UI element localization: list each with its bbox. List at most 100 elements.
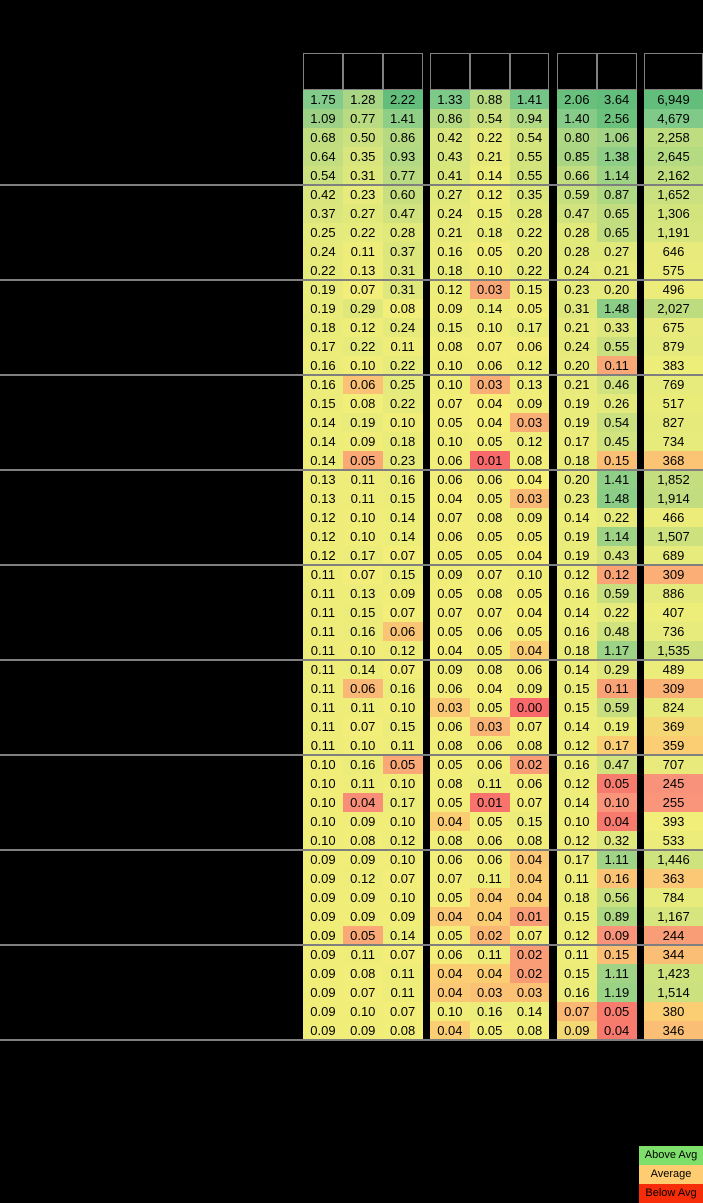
heat-cell[interactable]: 0.03 (429, 698, 470, 717)
heat-cell[interactable]: 0.09 (342, 907, 383, 926)
heat-cell[interactable]: 0.04 (429, 489, 470, 508)
heat-cell[interactable]: 0.93 (382, 147, 423, 166)
heat-cell[interactable]: 0.27 (342, 204, 383, 223)
table-row[interactable]: 0.14 0.09 0.18 0.10 0.05 0.12 0.17 0.45 734 (303, 432, 703, 451)
heat-cell[interactable]: 0.41 (429, 166, 470, 185)
heat-cell[interactable]: 0.04 (509, 470, 550, 489)
heat-cell[interactable]: 0.05 (429, 584, 470, 603)
heat-cell[interactable]: 0.10 (342, 356, 383, 375)
heat-cell[interactable]: 0.10 (469, 261, 510, 280)
heat-cell[interactable]: 1.19 (596, 983, 637, 1002)
heat-cell[interactable]: 0.10 (382, 888, 423, 907)
heat-cell[interactable]: 0.54 (509, 128, 550, 147)
heat-cell[interactable]: 0.09 (429, 565, 470, 584)
heat-cell[interactable]: 0.05 (469, 546, 510, 565)
heat-cell[interactable]: 0.09 (342, 1021, 383, 1040)
heat-cell[interactable]: 0.11 (342, 242, 383, 261)
heat-cell[interactable]: 0.07 (342, 983, 383, 1002)
table-row[interactable]: 0.09 0.09 0.10 0.05 0.04 0.04 0.18 0.56 784 (303, 888, 703, 907)
heat-cell[interactable]: 1.11 (596, 964, 637, 983)
heat-cell[interactable]: 0.10 (342, 736, 383, 755)
heat-cell[interactable]: 0.11 (469, 774, 510, 793)
total-cell[interactable]: 466 (643, 508, 703, 527)
heat-cell[interactable]: 0.21 (429, 223, 470, 242)
heat-cell[interactable]: 0.23 (556, 280, 597, 299)
heat-cell[interactable]: 0.07 (556, 1002, 597, 1021)
total-cell[interactable]: 369 (643, 717, 703, 736)
heat-cell[interactable]: 0.45 (596, 432, 637, 451)
heat-cell[interactable]: 0.47 (382, 204, 423, 223)
heat-cell[interactable]: 0.48 (596, 622, 637, 641)
heat-cell[interactable]: 0.59 (596, 698, 637, 717)
heat-cell[interactable]: 0.03 (469, 280, 510, 299)
heat-cell[interactable]: 0.12 (596, 565, 637, 584)
heat-cell[interactable]: 0.15 (509, 280, 550, 299)
total-cell[interactable]: 1,423 (643, 964, 703, 983)
heat-cell[interactable]: 0.15 (429, 318, 470, 337)
total-cell[interactable]: 2,162 (643, 166, 703, 185)
heat-cell[interactable]: 0.16 (303, 356, 343, 375)
heat-cell[interactable]: 0.10 (303, 793, 343, 812)
heat-cell[interactable]: 1.14 (596, 527, 637, 546)
heat-cell[interactable]: 1.75 (303, 90, 343, 109)
table-row[interactable]: 0.09 0.07 0.11 0.04 0.03 0.03 0.16 1.19 1,514 (303, 983, 703, 1002)
table-row[interactable]: 0.14 0.05 0.23 0.06 0.01 0.08 0.18 0.15 368 (303, 451, 703, 470)
column-header-8[interactable] (596, 53, 637, 90)
heat-cell[interactable]: 0.54 (303, 166, 343, 185)
heat-cell[interactable]: 0.08 (429, 736, 470, 755)
heat-cell[interactable]: 0.09 (342, 432, 383, 451)
total-cell[interactable]: 1,446 (643, 850, 703, 869)
heat-cell[interactable]: 0.09 (429, 660, 470, 679)
heat-cell[interactable]: 0.21 (556, 318, 597, 337)
heat-cell[interactable]: 0.43 (429, 147, 470, 166)
heat-cell[interactable]: 0.12 (342, 869, 383, 888)
heat-cell[interactable]: 0.05 (469, 432, 510, 451)
heat-cell[interactable]: 0.10 (596, 793, 637, 812)
table-row[interactable]: 0.14 0.19 0.10 0.05 0.04 0.03 0.19 0.54 827 (303, 413, 703, 432)
heat-cell[interactable]: 0.16 (342, 622, 383, 641)
heat-cell[interactable]: 0.12 (429, 280, 470, 299)
heat-cell[interactable]: 0.18 (469, 223, 510, 242)
total-cell[interactable]: 383 (643, 356, 703, 375)
table-row[interactable]: 0.10 0.16 0.05 0.05 0.06 0.02 0.16 0.47 707 (303, 755, 703, 774)
table-row[interactable]: 0.15 0.08 0.22 0.07 0.04 0.09 0.19 0.26 517 (303, 394, 703, 413)
heat-cell[interactable]: 0.04 (596, 1021, 637, 1040)
heat-cell[interactable]: 0.42 (429, 128, 470, 147)
total-cell[interactable]: 6,949 (643, 90, 703, 109)
table-row[interactable]: 0.42 0.23 0.60 0.27 0.12 0.35 0.59 0.87 1,652 (303, 185, 703, 204)
heat-cell[interactable]: 0.08 (429, 831, 470, 850)
heat-cell[interactable]: 0.10 (342, 527, 383, 546)
heat-cell[interactable]: 0.19 (303, 299, 343, 318)
heat-cell[interactable]: 0.07 (469, 337, 510, 356)
heat-cell[interactable]: 0.16 (556, 755, 597, 774)
heat-cell[interactable]: 0.11 (303, 584, 343, 603)
heat-cell[interactable]: 0.05 (469, 489, 510, 508)
heat-cell[interactable]: 0.11 (303, 622, 343, 641)
column-header-5[interactable] (469, 53, 510, 90)
heat-cell[interactable]: 0.05 (509, 584, 550, 603)
heat-cell[interactable]: 0.14 (303, 432, 343, 451)
heat-cell[interactable]: 0.14 (303, 413, 343, 432)
heat-cell[interactable]: 0.10 (429, 432, 470, 451)
column-header-7[interactable] (556, 53, 597, 90)
heat-cell[interactable]: 0.19 (556, 413, 597, 432)
heat-cell[interactable]: 0.05 (469, 812, 510, 831)
table-row[interactable]: 0.11 0.13 0.09 0.05 0.08 0.05 0.16 0.59 886 (303, 584, 703, 603)
heat-cell[interactable]: 0.04 (429, 964, 470, 983)
heat-cell[interactable]: 2.56 (596, 109, 637, 128)
heat-cell[interactable]: 0.35 (342, 147, 383, 166)
heat-cell[interactable]: 0.11 (303, 660, 343, 679)
heat-cell[interactable]: 0.12 (556, 736, 597, 755)
heat-cell[interactable]: 0.06 (469, 850, 510, 869)
heat-cell[interactable]: 0.02 (509, 945, 550, 964)
heat-cell[interactable]: 0.04 (469, 964, 510, 983)
heat-cell[interactable]: 0.15 (382, 565, 423, 584)
heat-cell[interactable]: 0.10 (303, 755, 343, 774)
heat-cell[interactable]: 0.14 (556, 717, 597, 736)
heat-cell[interactable]: 0.17 (382, 793, 423, 812)
heat-cell[interactable]: 0.06 (469, 622, 510, 641)
table-row[interactable]: 0.11 0.11 0.10 0.03 0.05 0.00 0.15 0.59 824 (303, 698, 703, 717)
heat-cell[interactable]: 0.19 (303, 280, 343, 299)
heat-cell[interactable]: 0.24 (303, 242, 343, 261)
heat-cell[interactable]: 0.85 (556, 147, 597, 166)
